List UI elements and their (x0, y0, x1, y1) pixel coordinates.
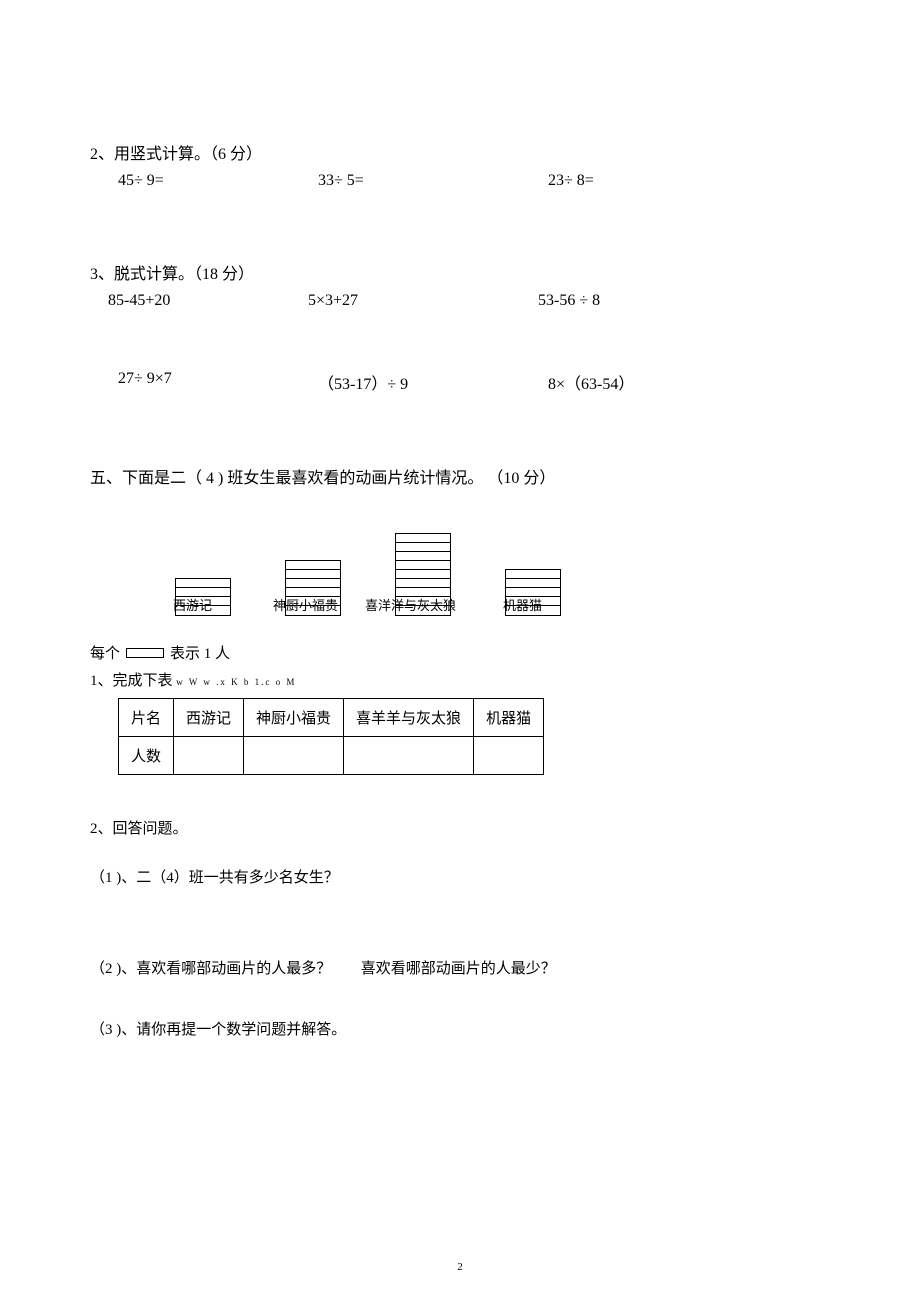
bar-segment (286, 570, 340, 579)
q5-sub2-header: 2、回答问题。 (90, 817, 830, 838)
chart-legend: 每个 表示 1 人 (90, 642, 830, 663)
problem: 45÷ 9= (118, 172, 318, 190)
legend-prefix: 每个 (90, 642, 120, 663)
problem: 5×3+27 (308, 292, 538, 310)
section-3-row1: 85-45+20 5×3+27 53-56 ÷ 8 (108, 292, 830, 310)
sub1-label: 1、完成下表 (90, 673, 173, 689)
bar-segment (506, 570, 560, 579)
bar: 喜洋洋与灰太狼 (395, 533, 451, 616)
q2a: （2 )、喜欢看哪部动画片的人最多？ (90, 961, 331, 977)
bar-segment (396, 543, 450, 552)
bar-label: 喜洋洋与灰太狼 (365, 595, 456, 614)
problem: 85-45+20 (108, 292, 308, 310)
table-header: 喜羊羊与灰太狼 (344, 699, 474, 737)
section-3-header: 3、脱式计算。（18 分） (90, 260, 830, 284)
section-2-problems: 45÷ 9= 33÷ 5= 23÷ 8= (118, 172, 830, 190)
table-header-row: 片名 西游记 神厨小福贵 喜羊羊与灰太狼 机器猫 (119, 699, 544, 737)
section-3: 3、脱式计算。（18 分） 85-45+20 5×3+27 53-56 ÷ 8 … (90, 260, 830, 394)
q5-title: 五、下面是二（ 4 ) 班女生最喜欢看的动画片统计情况。 （10 分） (90, 464, 830, 488)
problem: （53-17）÷ 9 (318, 370, 548, 394)
bar-segment (286, 561, 340, 570)
page-number: 2 (457, 1261, 463, 1273)
table-header: 神厨小福贵 (244, 699, 344, 737)
q5-sub2-q3: （3 )、请你再提一个数学问题并解答。 (90, 1018, 830, 1039)
bar-segment (506, 579, 560, 588)
section-3-row2: 27÷ 9×7 （53-17）÷ 9 8×（63-54） (118, 370, 830, 394)
section-2: 2、用竖式计算。（6 分） 45÷ 9= 33÷ 5= 23÷ 8= (90, 140, 830, 190)
bar-segment (396, 534, 450, 543)
table-header: 片名 (119, 699, 174, 737)
question-5: 五、下面是二（ 4 ) 班女生最喜欢看的动画片统计情况。 （10 分） 西游记神… (90, 464, 830, 1039)
problem: 33÷ 5= (318, 172, 548, 190)
q5-sub2-q2: （2 )、喜欢看哪部动画片的人最多？ 喜欢看哪部动画片的人最少？ (90, 957, 830, 978)
bar-segment (396, 561, 450, 570)
table-cell (244, 737, 344, 775)
table-cell (344, 737, 474, 775)
bar-label: 西游记 (173, 595, 212, 614)
table-row: 人数 (119, 737, 544, 775)
bar-segment (176, 579, 230, 588)
legend-box-icon (126, 648, 164, 658)
bar-segment (396, 552, 450, 561)
problem: 27÷ 9×7 (118, 370, 318, 394)
table-header: 西游记 (174, 699, 244, 737)
bar-segment (396, 570, 450, 579)
q5-sub2-q1: （1 )、二（4）班一共有多少名女生？ (90, 866, 830, 887)
problem: 53-56 ÷ 8 (538, 292, 738, 310)
bar-chart: 西游记神厨小福贵喜洋洋与灰太狼机器猫 (165, 508, 625, 638)
problem: 23÷ 8= (548, 172, 748, 190)
bar-label: 神厨小福贵 (273, 595, 338, 614)
table-cell (174, 737, 244, 775)
q5-sub1: 1、完成下表 w W w .x K b 1.c o M (90, 669, 830, 690)
q2b: 喜欢看哪部动画片的人最少？ (361, 961, 556, 977)
bar: 机器猫 (505, 569, 561, 616)
bar-segment (396, 579, 450, 588)
table-cell (474, 737, 544, 775)
table-row-label: 人数 (119, 737, 174, 775)
sub1-tiny: w W w .x K b 1.c o M (176, 677, 296, 687)
bar-segment (286, 579, 340, 588)
bar: 西游记 (175, 578, 231, 616)
section-2-header: 2、用竖式计算。（6 分） (90, 140, 830, 164)
data-table: 片名 西游记 神厨小福贵 喜羊羊与灰太狼 机器猫 人数 (118, 698, 544, 775)
table-header: 机器猫 (474, 699, 544, 737)
bar: 神厨小福贵 (285, 560, 341, 616)
legend-suffix: 表示 1 人 (170, 642, 230, 663)
problem: 8×（63-54） (548, 370, 748, 394)
bar-label: 机器猫 (503, 595, 542, 614)
